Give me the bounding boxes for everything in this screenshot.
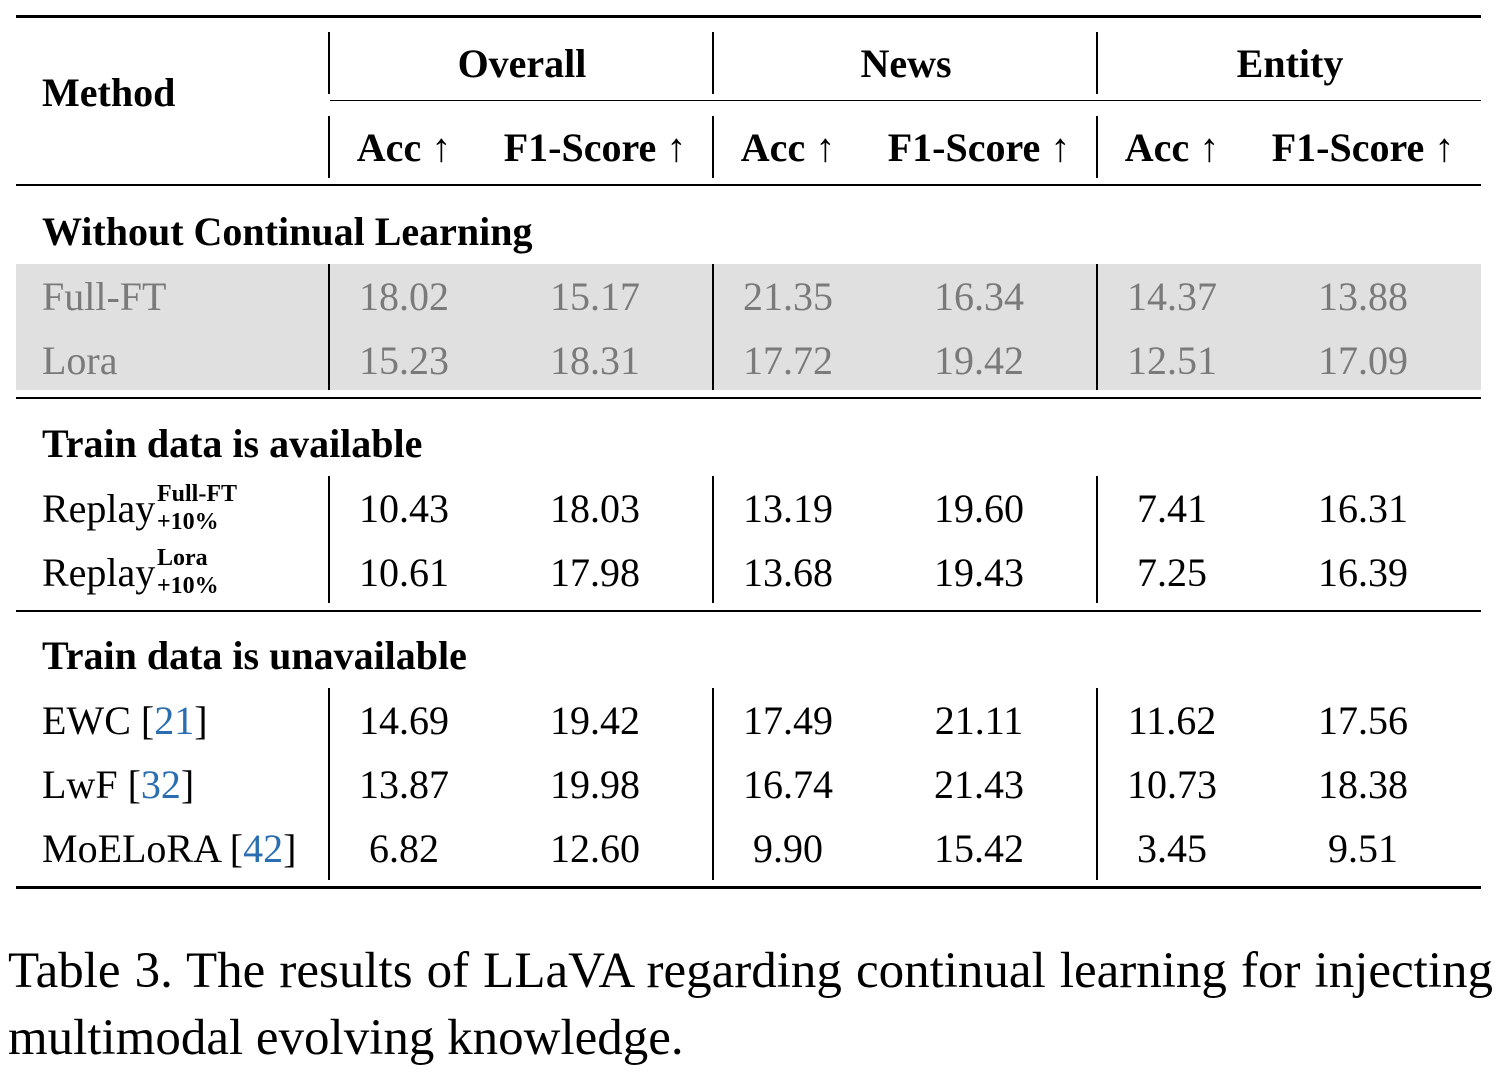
row-label-superscript: Full-FT [157,481,238,507]
cell: 19.42 [550,698,640,743]
row-label-replay-full-ft: Replay [42,486,156,531]
cell: 21.11 [934,698,1024,743]
section-title: Train data is available [42,421,423,466]
body-vline [712,688,714,880]
body-vline [712,264,714,390]
cell: 10.43 [359,486,449,531]
method-name: EWC [42,698,131,743]
header-vline [328,116,330,178]
metric-header: Acc ↑ [1124,125,1220,170]
header-vline [712,116,714,178]
cell: 13.68 [743,550,833,595]
citation-link[interactable]: 42 [243,826,284,871]
row-label-subscript: +10% [157,573,219,599]
body-vline [328,688,330,880]
cell: 17.72 [743,338,833,383]
row-label-moelora: MoELoRA [42] [42,826,297,871]
metric-header: F1-Score ↑ [1271,125,1455,170]
cell: 12.60 [550,826,640,871]
body-vline [328,264,330,390]
body-vline [328,476,330,603]
body-vline [1096,476,1098,603]
cell: 21.35 [743,274,833,319]
cell: 17.56 [1318,698,1408,743]
cell: 18.03 [550,486,640,531]
cell: 18.31 [550,338,640,383]
section-title: Train data is unavailable [42,633,467,678]
row-label-lwf: LwF [32] [42,762,195,807]
cell: 18.02 [359,274,449,319]
cell: 16.39 [1318,550,1408,595]
method-header: Method [42,70,176,115]
body-vline [1096,264,1098,390]
cell: 21.43 [934,762,1024,807]
cell: 13.87 [359,762,449,807]
metric-header: F1-Score ↑ [503,125,687,170]
row-label-ewc: EWC [21] [42,698,208,743]
cell: 3.45 [1137,826,1207,871]
cell: 11.62 [1127,698,1217,743]
section-rule-2 [16,610,1481,612]
group-header-overall: Overall [457,41,587,86]
cell: 15.23 [359,338,449,383]
header-vline [1096,32,1098,94]
cell: 16.34 [934,274,1024,319]
cell: 12.51 [1127,338,1217,383]
row-label-lora: Lora [42,338,118,383]
cell: 19.60 [934,486,1024,531]
shaded-baseline-rows [16,264,1481,390]
cell: 13.19 [743,486,833,531]
cell: 13.88 [1318,274,1408,319]
cell: 17.09 [1318,338,1408,383]
group-header-entity: Entity [1236,41,1344,86]
method-name: LwF [42,762,118,807]
cell: 19.42 [934,338,1024,383]
header-vline [1096,116,1098,178]
cell: 17.49 [743,698,833,743]
section-rule-1 [16,397,1481,399]
group-rule [330,100,1481,101]
metric-header: Acc ↑ [356,125,452,170]
body-vline [1096,688,1098,880]
table-caption: Table 3. The results of LLaVA regarding … [8,943,1493,1066]
cell: 19.43 [934,550,1024,595]
cell: 16.74 [743,762,833,807]
cell: 17.98 [550,550,640,595]
cell: 19.98 [550,762,640,807]
row-label-subscript: +10% [157,509,219,535]
row-label-superscript: Lora [157,545,208,571]
row-label-full-ft: Full-FT [42,274,167,319]
body-vline [712,476,714,603]
cell: 14.37 [1127,274,1217,319]
section-title: Without Continual Learning [42,209,533,254]
citation-link[interactable]: 32 [140,762,181,807]
cell: 10.61 [359,550,449,595]
cell: 7.25 [1137,550,1207,595]
header-vline [328,32,330,94]
top-rule [16,15,1481,18]
cell: 6.82 [369,826,439,871]
method-name: MoELoRA [42,826,220,871]
cell: 15.42 [934,826,1024,871]
cell: 14.69 [359,698,449,743]
cell: 16.31 [1318,486,1408,531]
group-header-news: News [860,41,952,86]
bottom-rule [16,886,1481,889]
cell: 15.17 [550,274,640,319]
citation-link[interactable]: 21 [154,698,195,743]
cell: 9.51 [1328,826,1398,871]
cell: 7.41 [1137,486,1207,531]
cell: 9.90 [753,826,823,871]
metric-header: Acc ↑ [740,125,836,170]
cell: 10.73 [1127,762,1217,807]
metric-header: F1-Score ↑ [887,125,1071,170]
cell: 18.38 [1318,762,1408,807]
row-label-replay-lora: Replay [42,550,156,595]
header-rule [16,184,1481,186]
header-vline [712,32,714,94]
